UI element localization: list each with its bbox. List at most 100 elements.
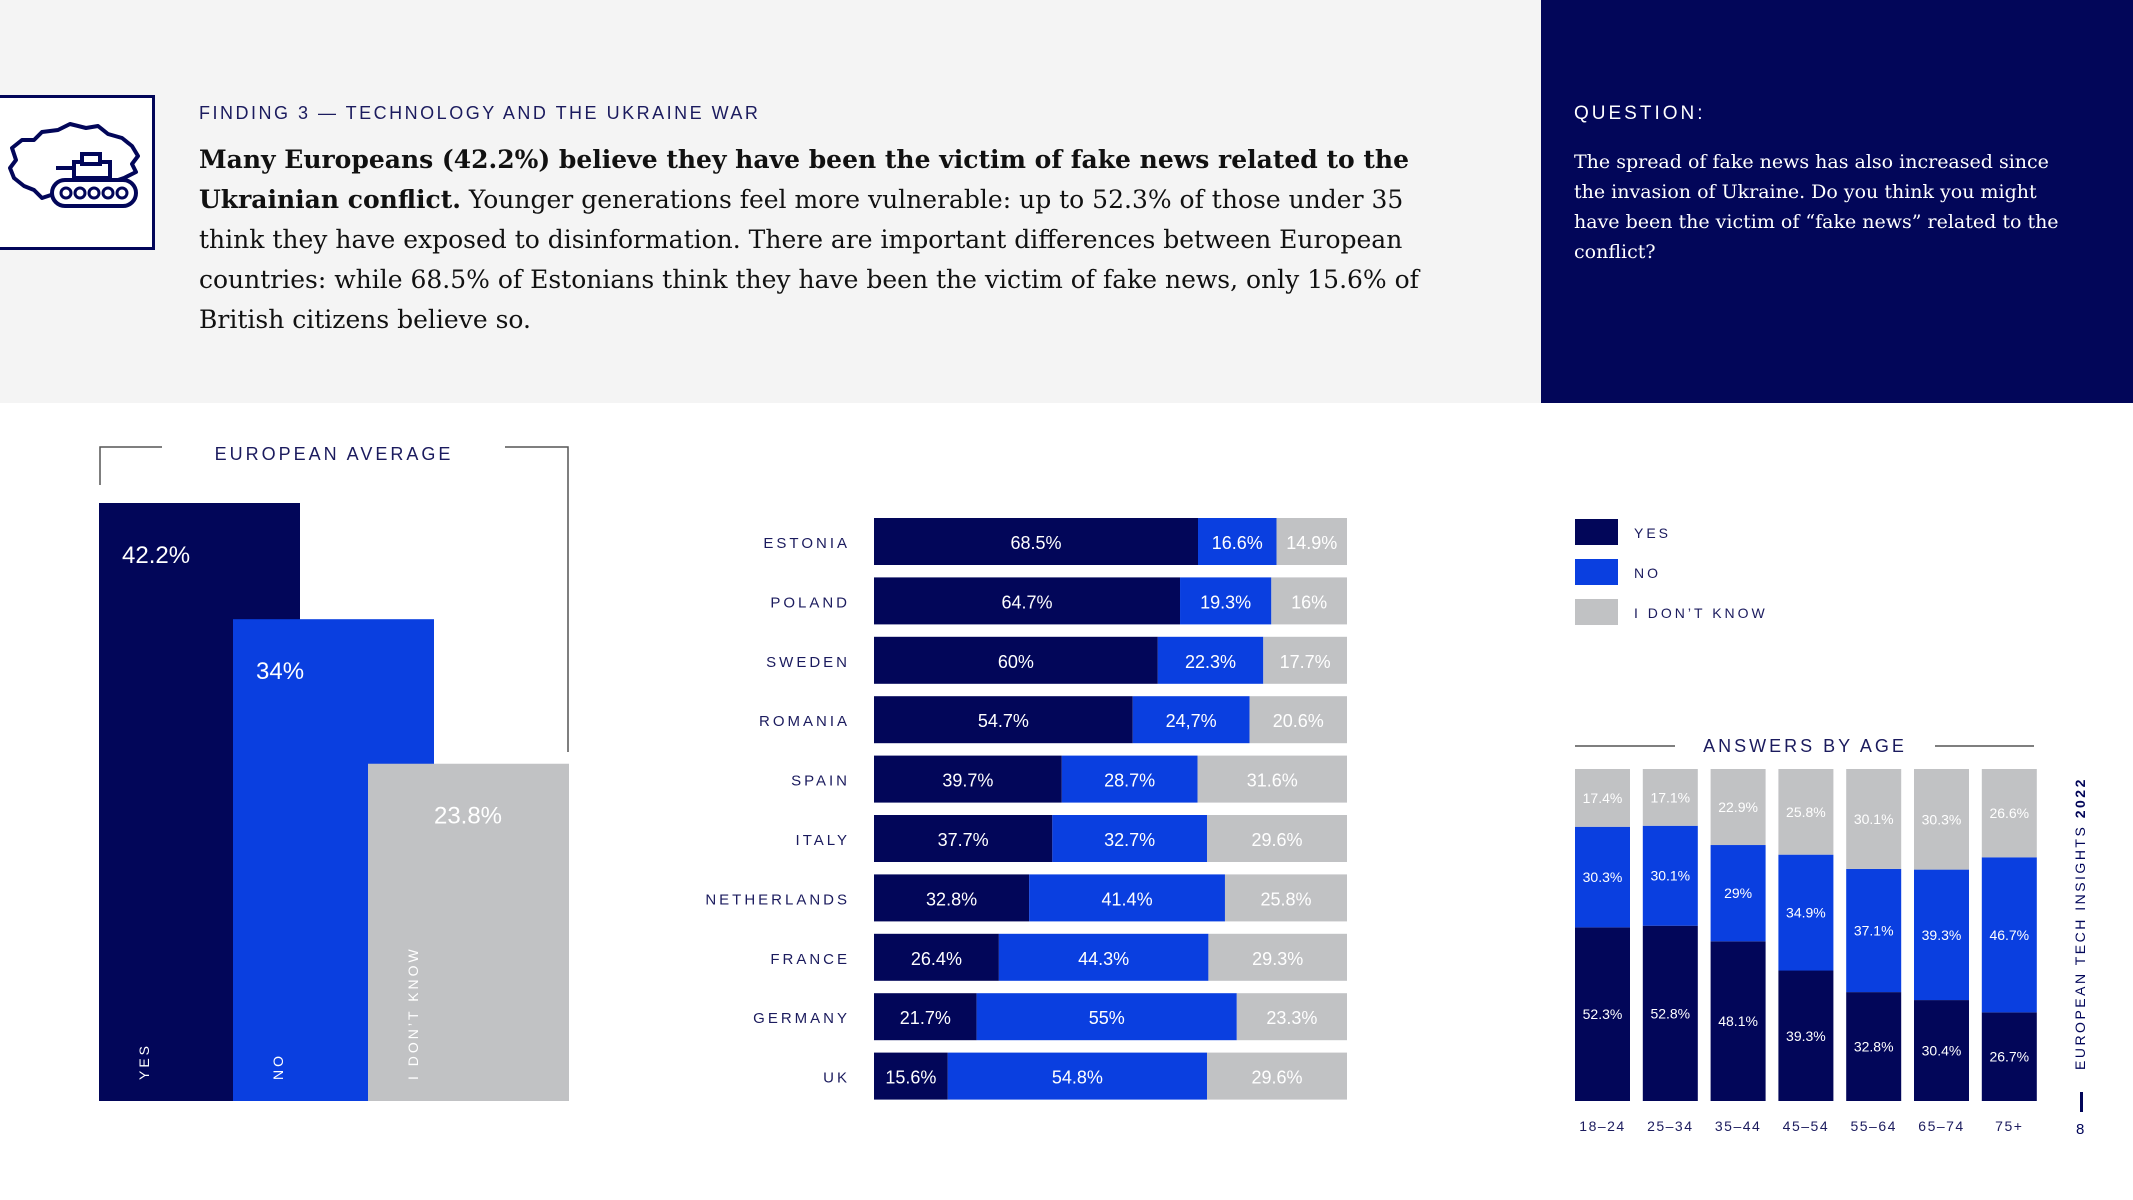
finding-bold-text: Many Europeans (42.2%) believe they have… — [199, 145, 1410, 214]
age-value-label-0-1: 30.3% — [1583, 869, 1623, 885]
finding-text: Many Europeans (42.2%) believe they have… — [199, 140, 1429, 340]
country-bar-7-idontknow — [1208, 933, 1347, 981]
country-bar-8-no — [976, 993, 1237, 1041]
age-value-label-3-0: 39.3% — [1786, 1028, 1826, 1044]
age-bar-5-no — [1914, 869, 1969, 1001]
age-value-label-5-1: 39.3% — [1922, 927, 1962, 943]
age-category-label-4: 55–64 — [1850, 1118, 1896, 1134]
country-value-label-7-1: 44.3% — [1078, 949, 1129, 969]
country-bar-1-no — [1180, 577, 1272, 625]
country-value-label-9-2: 29.6% — [1251, 1068, 1302, 1088]
age-bar-2-no — [1710, 845, 1766, 942]
country-value-label-1-2: 16% — [1291, 592, 1327, 612]
country-value-label-0-2: 14.9% — [1286, 533, 1337, 553]
age-bar-6-yes — [1981, 1012, 2037, 1101]
country-bar-9-yes — [874, 1052, 948, 1100]
finding-header-band — [0, 0, 1541, 403]
country-bar-3-yes — [874, 696, 1133, 744]
age-value-label-6-1: 46.7% — [1989, 927, 2029, 943]
age-bar-0-idontknow — [1575, 769, 1630, 827]
country-value-label-8-1: 55% — [1089, 1008, 1125, 1028]
legend-label-1: NO — [1634, 565, 1661, 581]
age-bar-3-no — [1778, 854, 1834, 971]
country-bar-6-yes — [874, 874, 1030, 922]
age-value-label-6-0: 26.7% — [1989, 1049, 2029, 1065]
country-value-label-1-1: 19.3% — [1200, 592, 1251, 612]
country-value-label-9-0: 15.6% — [885, 1068, 936, 1088]
age-bar-6-no — [1981, 857, 2037, 1013]
age-bar-1-no — [1642, 825, 1698, 926]
country-bar-1-idontknow — [1271, 577, 1347, 625]
age-value-label-1-1: 30.1% — [1650, 868, 1690, 884]
country-bar-7-yes — [874, 933, 999, 981]
age-bar-0-no — [1575, 826, 1630, 928]
country-bar-2-yes — [874, 636, 1158, 684]
age-value-label-2-1: 29% — [1724, 885, 1752, 901]
country-value-label-2-1: 22.3% — [1185, 652, 1236, 672]
age-bar-0-yes — [1575, 927, 1630, 1101]
country-bar-0-idontknow — [1276, 518, 1347, 565]
country-value-label-3-0: 54.7% — [978, 711, 1029, 731]
age-bar-2-idontknow — [1710, 769, 1766, 846]
age-bar-4-yes — [1846, 992, 1902, 1101]
country-label-2: SWEDEN — [766, 654, 850, 671]
country-value-label-8-0: 21.7% — [900, 1008, 951, 1028]
country-value-label-4-2: 31.6% — [1247, 771, 1298, 791]
legend-label-2: I DON’T KNOW — [1634, 605, 1768, 621]
age-value-label-4-2: 30.1% — [1854, 811, 1894, 827]
country-value-label-3-2: 20.6% — [1273, 711, 1324, 731]
age-value-label-4-0: 32.8% — [1854, 1039, 1894, 1055]
legend-label-0: YES — [1634, 525, 1671, 541]
country-value-label-6-0: 32.8% — [926, 889, 977, 909]
avg-title: EUROPEAN AVERAGE — [215, 444, 454, 464]
age-value-label-2-2: 22.9% — [1718, 799, 1758, 815]
side-rule — [2080, 1092, 2083, 1112]
country-bar-0-no — [1198, 518, 1277, 565]
country-value-label-6-1: 41.4% — [1102, 889, 1153, 909]
country-bar-4-idontknow — [1197, 755, 1347, 803]
country-value-label-4-1: 28.7% — [1104, 771, 1155, 791]
age-value-label-0-0: 52.3% — [1583, 1006, 1623, 1022]
finding-label: FINDING 3 — TECHNOLOGY AND THE UKRAINE W… — [199, 103, 761, 123]
age-bar-3-yes — [1778, 970, 1834, 1101]
age-value-label-0-2: 17.4% — [1583, 790, 1623, 806]
country-value-label-9-1: 54.8% — [1052, 1068, 1103, 1088]
country-bar-3-no — [1132, 696, 1250, 744]
age-category-label-2: 35–44 — [1715, 1118, 1761, 1134]
country-bar-5-yes — [874, 815, 1053, 862]
country-value-label-8-2: 23.3% — [1266, 1008, 1317, 1028]
legend-swatch-2 — [1575, 599, 1618, 625]
age-bar-2-yes — [1710, 941, 1766, 1101]
age-value-label-1-0: 52.8% — [1650, 1005, 1690, 1021]
age-bar-4-idontknow — [1846, 769, 1902, 869]
country-bar-1-yes — [874, 577, 1181, 625]
avg-value-label-0: 42.2% — [122, 542, 190, 569]
avg-category-label-1: NO — [270, 1053, 286, 1080]
age-category-label-5: 65–74 — [1918, 1118, 1964, 1134]
age-value-label-5-2: 30.3% — [1922, 811, 1962, 827]
country-label-6: NETHERLANDS — [705, 891, 850, 908]
age-bar-5-yes — [1914, 1000, 1969, 1101]
country-value-label-0-1: 16.6% — [1212, 533, 1263, 553]
avg-frame-left — [99, 446, 162, 485]
country-label-9: UK — [823, 1070, 850, 1087]
country-bar-5-no — [1052, 815, 1207, 862]
age-value-label-1-2: 17.1% — [1650, 789, 1690, 805]
avg-value-label-2: 23.8% — [434, 803, 502, 830]
country-value-label-7-2: 29.3% — [1252, 949, 1303, 969]
charts-area: EUROPEAN AVERAGE 42.2% YES 34% NO 23.8% I DON’… — [99, 444, 2037, 1134]
age-value-label-3-2: 25.8% — [1786, 804, 1826, 820]
side-label-year: 2022 — [2072, 777, 2088, 819]
country-bar-4-no — [1061, 755, 1198, 803]
country-value-label-5-0: 37.7% — [938, 830, 989, 850]
question-panel: QUESTION: The spread of fake news has al… — [1541, 0, 2133, 403]
avg-category-label-0: YES — [136, 1043, 152, 1080]
legend-swatch-1 — [1575, 559, 1618, 585]
country-label-3: ROMANIA — [759, 713, 850, 730]
country-bar-5-idontknow — [1206, 815, 1347, 862]
country-value-label-6-2: 25.8% — [1260, 889, 1311, 909]
age-bar-5-idontknow — [1914, 769, 1969, 870]
country-bar-2-no — [1157, 636, 1264, 684]
age-category-label-1: 25–34 — [1647, 1118, 1693, 1134]
country-label-4: SPAIN — [791, 773, 850, 790]
